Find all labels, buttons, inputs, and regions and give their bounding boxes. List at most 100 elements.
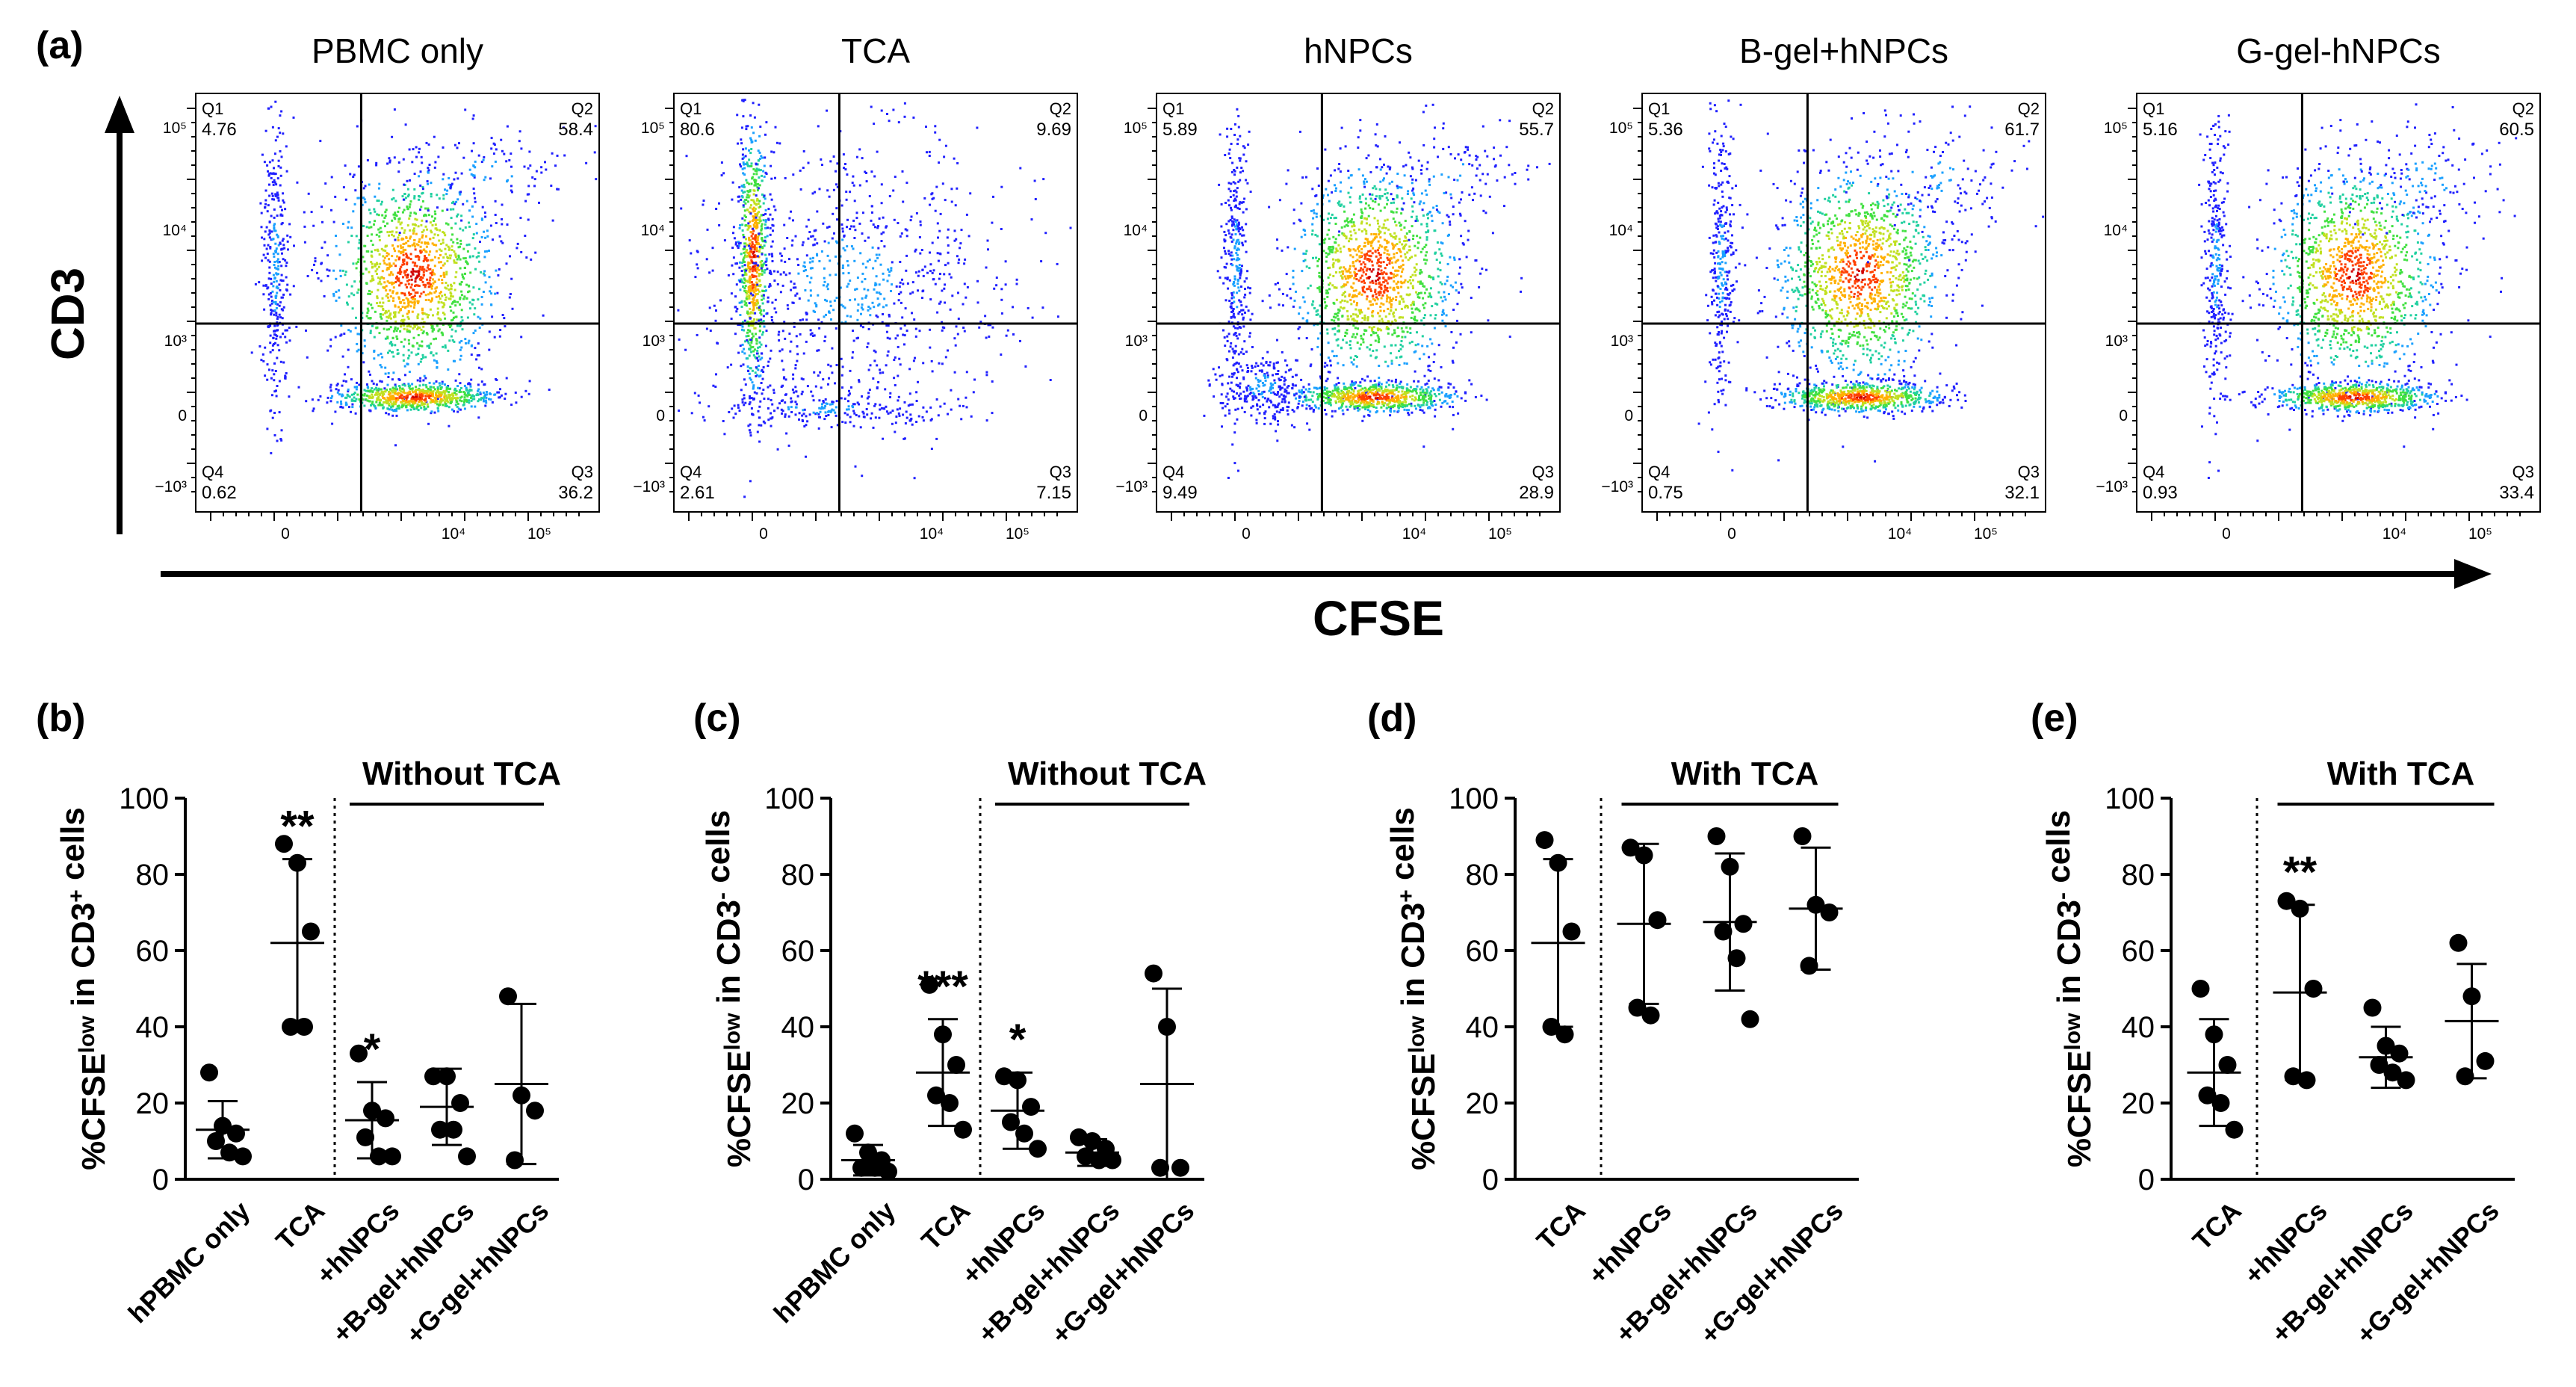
data-point xyxy=(1621,838,1640,857)
data-point xyxy=(458,1147,476,1166)
quadrant-value-q4: 0.75 xyxy=(1648,483,1683,503)
x-category-label: TCA xyxy=(1531,1195,1591,1255)
data-point xyxy=(1015,1124,1033,1143)
data-point xyxy=(927,1086,945,1105)
flow-dot-cloud xyxy=(1697,99,2045,472)
data-point xyxy=(363,1102,381,1120)
data-point xyxy=(954,1120,972,1139)
cd3-arrow xyxy=(105,96,134,534)
flow-y-tick-label: 10³ xyxy=(643,333,665,350)
quadrant-value-q4: 9.49 xyxy=(1162,483,1198,503)
flow-x-tick-label: 0 xyxy=(1727,525,1736,543)
data-point xyxy=(513,1086,530,1105)
data-point xyxy=(1727,949,1746,968)
data-point xyxy=(1542,1018,1561,1036)
y-tick-label: 0 xyxy=(2138,1164,2155,1196)
data-point xyxy=(2198,1086,2217,1105)
group-label: With TCA xyxy=(2327,756,2475,792)
data-point xyxy=(445,1120,462,1139)
quadrant-name-q3: Q3 xyxy=(1532,463,1554,481)
quadrant-name-q4: Q4 xyxy=(202,463,223,481)
data-point xyxy=(2456,1067,2474,1086)
flow-x-tick-label: 10⁵ xyxy=(2468,525,2492,543)
quadrant-value-q2: 55.7 xyxy=(1519,120,1554,140)
quadrant-name-q3: Q3 xyxy=(572,463,593,481)
quadrant-value-q3: 7.15 xyxy=(1036,483,1071,503)
quadrant-value-q1: 5.16 xyxy=(2143,120,2178,140)
y-tick-label: 40 xyxy=(1466,1011,1499,1044)
flow-plot-frame xyxy=(195,93,600,513)
y-axis-label: %CFSElow in CD3+ cells xyxy=(55,807,112,1170)
data-point xyxy=(2297,1071,2316,1090)
data-point xyxy=(288,853,306,872)
y-tick-label: 80 xyxy=(2122,859,2155,892)
flow-y-tick-label: 0 xyxy=(1624,407,1633,424)
flow-y-tick-label: 10³ xyxy=(164,333,187,350)
data-point xyxy=(499,987,517,1006)
flow-panel-title: TCA xyxy=(841,31,910,70)
data-point xyxy=(506,1151,524,1170)
quadrant-name-q3: Q3 xyxy=(2512,463,2534,481)
quadrant-name-q3: Q3 xyxy=(1050,463,1071,481)
y-tick-label: 20 xyxy=(2122,1087,2155,1120)
flow-panel-1: PBMC only Q1 4.76 Q2 58.4 Q3 36.2 Q4 0.62 10⁵ 10⁴ 1… xyxy=(155,31,600,543)
data-point xyxy=(1145,964,1162,983)
quadrant-value-q4: 0.93 xyxy=(2143,483,2178,503)
panel-label-a: (a) xyxy=(36,24,84,67)
data-point xyxy=(1800,957,1818,975)
quadrant-value-q1: 80.6 xyxy=(680,120,715,140)
flow-y-tick-label: 0 xyxy=(2119,407,2128,424)
data-point xyxy=(227,1124,245,1143)
quadrant-name-q1: Q1 xyxy=(1648,99,1670,118)
data-point xyxy=(2191,980,2210,998)
flow-x-tick-label: 10⁴ xyxy=(442,525,465,543)
quadrant-name-q4: Q4 xyxy=(680,463,702,481)
data-point xyxy=(1535,831,1554,850)
flow-dot-cloud xyxy=(1203,103,1551,479)
data-point xyxy=(1648,911,1667,930)
data-point xyxy=(2397,1071,2415,1090)
data-point xyxy=(1009,1071,1027,1090)
data-point xyxy=(1562,922,1581,941)
quadrant-value-q2: 60.5 xyxy=(2499,120,2534,140)
flow-y-tick-label: −10³ xyxy=(633,478,665,495)
quadrant-name-q4: Q4 xyxy=(2143,463,2164,481)
data-point xyxy=(866,1158,884,1177)
y-axis-label: %CFSElow in CD3- cells xyxy=(700,810,758,1167)
flow-plot-frame xyxy=(1641,93,2046,513)
quadrant-value-q2: 9.69 xyxy=(1036,120,1071,140)
data-point xyxy=(1151,1158,1169,1177)
data-point xyxy=(526,1102,544,1120)
flow-y-tick-label: 10⁵ xyxy=(163,120,187,137)
data-point xyxy=(1002,1113,1020,1131)
flow-x-tick-label: 0 xyxy=(1242,525,1251,543)
chart-c: (c) 0 20 40 60 80 100%CFSElow in CD3- cells Wit… xyxy=(693,696,1207,1350)
flow-x-tick-label: 10⁴ xyxy=(2383,525,2406,543)
data-point xyxy=(1158,1018,1176,1036)
data-point xyxy=(214,1116,232,1135)
flow-x-tick-label: 10⁴ xyxy=(1888,525,1912,543)
flow-y-tick-label: 10³ xyxy=(2105,333,2128,350)
data-point xyxy=(2304,980,2323,998)
flow-y-tick-label: 10⁴ xyxy=(2104,222,2128,239)
data-point xyxy=(1549,853,1567,872)
y-tick-label: 60 xyxy=(1466,935,1499,968)
data-point xyxy=(859,1143,877,1162)
flow-y-tick-label: −10³ xyxy=(155,478,187,495)
data-point xyxy=(2476,1051,2495,1070)
data-point xyxy=(846,1124,864,1143)
data-point xyxy=(2291,899,2309,918)
data-point xyxy=(350,1044,368,1063)
data-point xyxy=(2377,1037,2395,1055)
quadrant-value-q2: 61.7 xyxy=(2004,120,2040,140)
panel-label-d: (d) xyxy=(1367,696,1417,740)
x-category-label: hPBMC only xyxy=(122,1195,256,1329)
quadrant-name-q1: Q1 xyxy=(1162,99,1184,118)
quadrant-value-q1: 5.89 xyxy=(1162,120,1198,140)
flow-y-tick-label: 10⁵ xyxy=(641,120,665,137)
y-tick-label: 40 xyxy=(2122,1011,2155,1044)
quadrant-value-q3: 32.1 xyxy=(2004,483,2040,503)
flow-panel-title: B-gel+hNPCs xyxy=(1739,31,1948,70)
quadrant-value-q4: 0.62 xyxy=(202,483,237,503)
y-tick-label: 60 xyxy=(781,935,815,968)
